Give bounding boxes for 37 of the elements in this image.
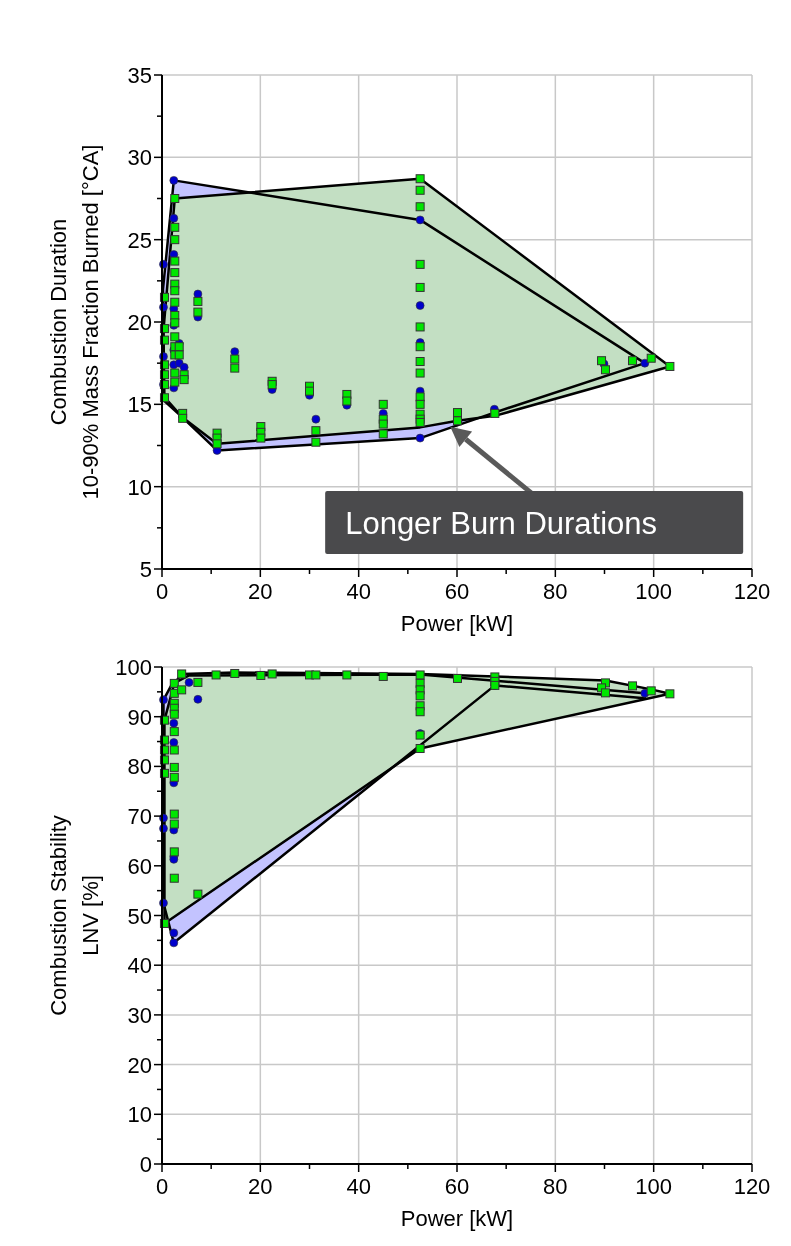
x-tick-label: 120 [733, 579, 771, 604]
x-tick-label: 80 [543, 579, 568, 604]
y-axis-title: Combustion Duration 10-90% Mass Fraction Burned [°CA] [46, 144, 103, 500]
y-tick-label: 35 [127, 63, 152, 88]
x-tick-label: 120 [733, 1174, 771, 1199]
y-tick-label: 70 [127, 804, 152, 830]
x-axis-title: Power [kW] [400, 611, 514, 636]
x-tick-label: 80 [543, 1174, 568, 1199]
y-tick-label: 15 [127, 392, 152, 418]
y-axis-title: Combustion Stability LNV [%] [46, 815, 103, 1016]
y-tick-label: 10 [127, 1102, 152, 1128]
x-tick-label: 60 [444, 1174, 470, 1199]
y-tick-label: 30 [127, 1002, 152, 1028]
x-tick-label: 0 [155, 1174, 169, 1199]
y-tick-label: 90 [127, 704, 152, 730]
x-tick-label: 0 [155, 579, 169, 604]
y-tick-label: 20 [127, 1052, 152, 1078]
x-tick-label: 60 [444, 579, 470, 604]
y-tick-label: 100 [115, 655, 152, 680]
x-tick-label: 20 [248, 1174, 273, 1199]
x-tick-label: 40 [346, 579, 371, 604]
y-tick-label: 5 [139, 557, 152, 582]
y-tick-label: 10 [127, 474, 152, 500]
x-tick-label: 100 [635, 579, 673, 604]
x-tick-label: 100 [635, 1174, 673, 1199]
y-tick-label: 0 [139, 1152, 152, 1177]
x-tick-label: 40 [346, 1174, 371, 1199]
y-tick-label: 60 [127, 853, 152, 879]
y-tick-label: 30 [127, 145, 152, 171]
y-tick-label: 80 [127, 754, 152, 780]
y-tick-label: 20 [127, 310, 152, 335]
y-tick-label: 50 [127, 903, 152, 929]
x-axis-title: Power [kW] [400, 1206, 514, 1231]
y-tick-label: 25 [127, 227, 152, 253]
x-tick-label: 20 [248, 579, 273, 604]
y-tick-label: 40 [127, 953, 152, 979]
annotation: Longer Burn Durations [345, 505, 658, 541]
